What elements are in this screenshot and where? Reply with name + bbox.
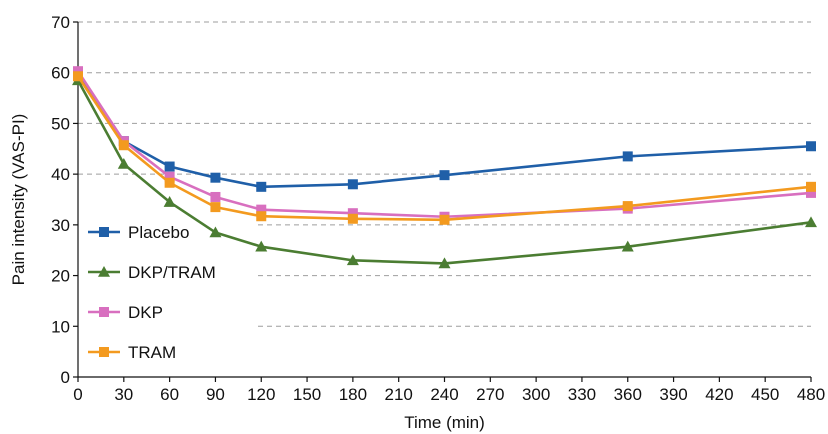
x-tick-label-300: 300	[522, 385, 550, 404]
legend-marker-dkp	[99, 307, 109, 317]
series-layer	[72, 66, 817, 269]
y-tick-label-10: 10	[51, 317, 70, 336]
legend-marker-dkp-tram	[98, 266, 110, 277]
series-line-tram	[76, 75, 812, 222]
x-tick-label-420: 420	[705, 385, 733, 404]
x-tick-label-390: 390	[659, 385, 687, 404]
data-point-dkp-480	[806, 187, 816, 198]
series-tram	[73, 71, 816, 225]
legend-item-tram: TRAM	[88, 343, 176, 362]
data-point-dkp-tram-30	[117, 158, 130, 169]
y-tick-label-60: 60	[51, 64, 70, 83]
legend-marker-placebo	[99, 227, 109, 237]
axes-layer: 0 10 20 30 40 50 60 70 0 30 60 90 120 150 180 210 240 270…	[51, 13, 825, 404]
y-tick-label-0: 0	[61, 368, 70, 387]
data-point-dkp-tram-120	[255, 240, 268, 252]
x-tick-label-150: 150	[293, 385, 321, 404]
y-tick-label-70: 70	[51, 13, 70, 32]
series-dkp-tram	[72, 74, 817, 269]
data-point-tram-120	[256, 211, 267, 222]
x-tick-label-90: 90	[206, 385, 225, 404]
data-point-dkp-60	[164, 171, 175, 182]
data-point-placebo-120	[256, 181, 267, 192]
x-tick-label-330: 330	[568, 385, 596, 404]
x-tick-label-270: 270	[476, 385, 504, 404]
data-point-tram-480	[806, 181, 816, 192]
x-tick-label-180: 180	[339, 385, 367, 404]
y-tick-label-30: 30	[51, 216, 70, 235]
data-point-placebo-60	[164, 161, 175, 172]
x-tick-label-210: 210	[385, 385, 413, 404]
data-point-dkp-tram-480	[805, 216, 817, 228]
legend-label-placebo: Placebo	[128, 223, 189, 242]
x-tick-label-480: 480	[797, 385, 825, 404]
series-placebo	[73, 70, 816, 192]
data-point-tram-360	[622, 201, 633, 212]
data-point-tram-60	[164, 177, 175, 188]
x-tick-label-450: 450	[751, 385, 779, 404]
legend: Placebo DKP/TRAM DKP TRAM	[88, 223, 216, 362]
x-tick-label-0: 0	[73, 385, 82, 404]
legend-label-dkp-tram: DKP/TRAM	[128, 263, 216, 282]
data-point-dkp-tram-360	[621, 240, 634, 252]
data-point-tram-90	[210, 202, 221, 213]
legend-item-placebo: Placebo	[88, 223, 189, 242]
data-point-placebo-240	[439, 170, 450, 181]
x-tick-label-120: 120	[247, 385, 275, 404]
data-point-dkp-120	[256, 204, 267, 215]
data-point-dkp-90	[210, 191, 221, 202]
y-tick-label-40: 40	[51, 165, 70, 184]
data-point-tram-240	[439, 214, 450, 225]
y-tick-label-50: 50	[51, 114, 70, 133]
data-point-dkp-180	[347, 208, 358, 219]
legend-marker-tram	[99, 347, 109, 357]
data-point-tram-180	[347, 213, 358, 224]
data-point-placebo-480	[806, 141, 816, 152]
y-tick-label-20: 20	[51, 267, 70, 286]
data-point-dkp-tram-90	[209, 226, 222, 238]
y-axis-title: Pain intensity (VAS-PI)	[9, 114, 28, 286]
x-tick-label-60: 60	[160, 385, 179, 404]
x-tick-label-240: 240	[430, 385, 458, 404]
data-point-tram-0	[73, 71, 83, 82]
data-point-dkp-tram-180	[346, 254, 359, 266]
legend-label-tram: TRAM	[128, 343, 176, 362]
data-point-placebo-90	[210, 172, 221, 183]
data-point-tram-30	[118, 140, 129, 151]
data-point-dkp-tram-240	[438, 257, 451, 269]
x-axis-title: Time (min)	[404, 413, 485, 432]
legend-item-dkp: DKP	[88, 303, 163, 322]
data-point-placebo-360	[622, 151, 633, 162]
data-point-dkp-tram-60	[163, 196, 176, 207]
series-line-dkp	[76, 70, 812, 219]
x-tick-label-360: 360	[614, 385, 642, 404]
series-line-placebo	[76, 74, 812, 189]
data-point-placebo-180	[347, 179, 358, 190]
data-point-dkp-0	[73, 66, 83, 77]
legend-label-dkp: DKP	[128, 303, 163, 322]
x-tick-label-30: 30	[114, 385, 133, 404]
grid-layer	[78, 21, 811, 327]
legend-item-dkp-tram: DKP/TRAM	[88, 263, 216, 282]
